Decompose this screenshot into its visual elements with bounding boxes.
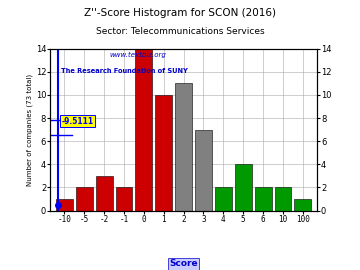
Text: Sector: Telecommunications Services: Sector: Telecommunications Services [96, 27, 264, 36]
Bar [116, 187, 132, 211]
Bar [76, 187, 93, 211]
Bar [275, 187, 292, 211]
Text: -9.5111: -9.5111 [61, 117, 94, 126]
Bar [175, 83, 192, 211]
Bar [195, 130, 212, 211]
Bar [294, 199, 311, 211]
Text: The Research Foundation of SUNY: The Research Foundation of SUNY [61, 68, 188, 74]
Bar [135, 49, 152, 211]
Bar [215, 187, 232, 211]
Text: www.textbiz.org: www.textbiz.org [109, 52, 166, 58]
Bar [155, 95, 172, 211]
Text: Score: Score [169, 259, 198, 268]
Bar [255, 187, 271, 211]
Text: Z''-Score Histogram for SCON (2016): Z''-Score Histogram for SCON (2016) [84, 8, 276, 18]
Bar [56, 199, 73, 211]
Y-axis label: Number of companies (73 total): Number of companies (73 total) [26, 73, 33, 186]
Bar [96, 176, 113, 211]
Bar [235, 164, 252, 211]
